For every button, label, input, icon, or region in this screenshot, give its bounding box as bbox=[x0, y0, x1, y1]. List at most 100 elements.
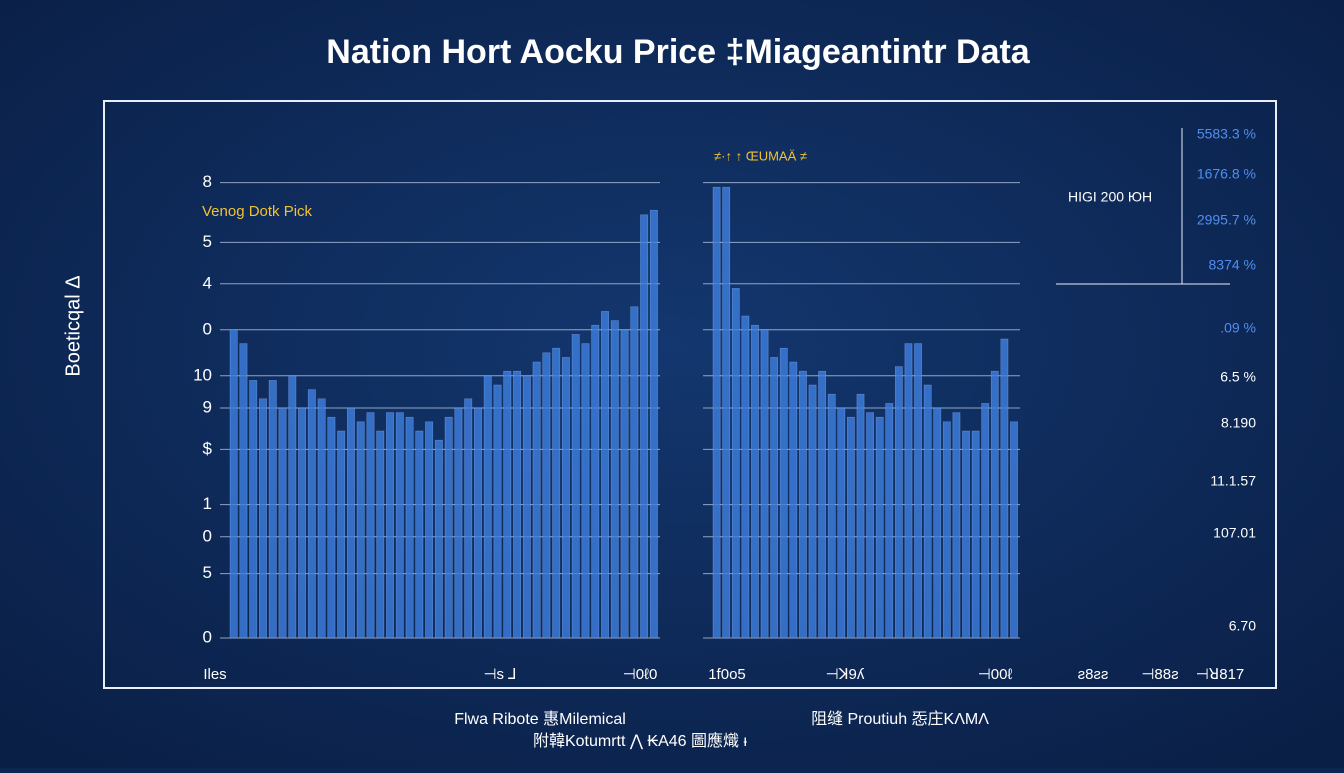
x-tick-label: ⊣88ƨ bbox=[1141, 666, 1179, 683]
bar bbox=[1010, 421, 1018, 639]
bar bbox=[249, 380, 258, 639]
chart-title: Nation Hort Aocku Price ‡Miageantintr Da… bbox=[326, 33, 1031, 71]
bar bbox=[366, 412, 375, 639]
side-label: 2995.7 % bbox=[1197, 212, 1256, 228]
bar bbox=[356, 421, 365, 639]
bar bbox=[239, 343, 248, 639]
bar bbox=[298, 407, 307, 639]
bar bbox=[278, 407, 287, 639]
x-tick-label: ⊣ꓤ817 bbox=[1196, 666, 1245, 683]
bar bbox=[731, 288, 740, 639]
bar bbox=[327, 416, 336, 639]
bar bbox=[581, 343, 590, 639]
bar bbox=[346, 407, 355, 639]
bar bbox=[522, 375, 531, 639]
x-tick-label: ⊣00ℓ bbox=[978, 666, 1013, 683]
bar bbox=[933, 407, 942, 639]
y-tick-label: 0 bbox=[203, 526, 212, 545]
bar bbox=[493, 384, 502, 639]
frame bbox=[103, 100, 1277, 689]
footer: 阻缝 Proutiuh 㤅庄KΛMΛ bbox=[811, 710, 989, 728]
y-tick-label: 4 bbox=[203, 273, 212, 292]
bar bbox=[875, 416, 884, 639]
y-tick-label: 0 bbox=[203, 627, 212, 646]
side-label: 8.190 bbox=[1221, 415, 1256, 431]
y-tick-label: 1 bbox=[203, 494, 212, 513]
bar bbox=[894, 366, 903, 639]
side-label: 107.01 bbox=[1213, 525, 1256, 541]
bar bbox=[288, 375, 297, 639]
bar bbox=[591, 324, 600, 639]
bar bbox=[990, 370, 999, 639]
bar bbox=[649, 209, 658, 639]
bar bbox=[620, 329, 629, 639]
bar bbox=[914, 343, 922, 639]
annotation: ≠·↑ ↑ ŒUMAÄ ≠ bbox=[714, 148, 807, 163]
footer: 附韓Kotumrtt ⋀ ₭A46 圖應熾 ᵻ bbox=[533, 731, 748, 750]
bar bbox=[712, 186, 721, 639]
bar bbox=[425, 421, 434, 639]
bar bbox=[770, 357, 779, 639]
side-label: 8374 % bbox=[1209, 257, 1256, 273]
bar bbox=[640, 214, 649, 639]
bar bbox=[760, 329, 769, 639]
bar bbox=[317, 398, 326, 639]
footer: Flwa Ribote 惠Milemical bbox=[454, 710, 626, 728]
bar bbox=[610, 320, 619, 639]
bar bbox=[837, 407, 846, 639]
x-tick-label: Iles bbox=[203, 666, 226, 683]
bar bbox=[630, 306, 639, 639]
side-label: 6.5 % bbox=[1220, 369, 1256, 385]
bar bbox=[307, 389, 316, 639]
bar bbox=[1000, 338, 1009, 639]
bar bbox=[571, 334, 580, 639]
bar bbox=[483, 375, 492, 639]
y-tick-label: 9 bbox=[203, 397, 212, 416]
bar bbox=[885, 403, 894, 639]
bar bbox=[722, 186, 731, 639]
bar bbox=[789, 361, 798, 639]
bar bbox=[542, 352, 551, 639]
bar bbox=[337, 430, 346, 639]
bar bbox=[847, 416, 855, 639]
bar bbox=[779, 347, 788, 639]
bar bbox=[923, 384, 932, 639]
annotation: Venog Dotk Pick bbox=[202, 203, 313, 220]
x-tick-label: ⊣s ⅃ bbox=[483, 666, 516, 683]
bar bbox=[827, 393, 836, 639]
side-label: 5583.3 % bbox=[1197, 126, 1256, 142]
y-tick-label: 10 bbox=[193, 365, 212, 384]
bar bbox=[405, 416, 414, 639]
bar bbox=[474, 407, 482, 639]
bar bbox=[376, 430, 385, 639]
bar bbox=[971, 430, 980, 639]
bar bbox=[552, 347, 561, 639]
side-label: .09 % bbox=[1220, 320, 1256, 336]
box-label: HIGI 200 ЮН bbox=[1068, 189, 1152, 205]
bar bbox=[532, 361, 541, 639]
bar bbox=[818, 370, 827, 639]
bar bbox=[942, 421, 951, 639]
side-label: 11.1.57 bbox=[1210, 473, 1256, 489]
x-tick-label: ƨ8ƨƨ bbox=[1078, 666, 1109, 683]
bar bbox=[601, 311, 609, 639]
bar bbox=[799, 370, 807, 639]
bar bbox=[464, 398, 473, 639]
y-axis-label: Boeticqal Δ bbox=[62, 275, 84, 376]
bar bbox=[981, 403, 990, 639]
bar bbox=[904, 343, 913, 639]
bar bbox=[952, 412, 961, 639]
x-tick-label: 1f0o5 bbox=[708, 666, 746, 683]
bar bbox=[741, 315, 750, 639]
y-tick-label: 5 bbox=[203, 563, 212, 582]
bar bbox=[856, 393, 865, 639]
bar bbox=[386, 412, 394, 639]
y-tick-label: 5 bbox=[203, 232, 212, 251]
x-tick-label: ⊣0ℓ0 bbox=[623, 666, 658, 683]
bar bbox=[962, 430, 970, 639]
side-label: 6.70 bbox=[1229, 618, 1256, 634]
y-tick-label: $ bbox=[203, 439, 213, 458]
bar bbox=[395, 412, 404, 639]
